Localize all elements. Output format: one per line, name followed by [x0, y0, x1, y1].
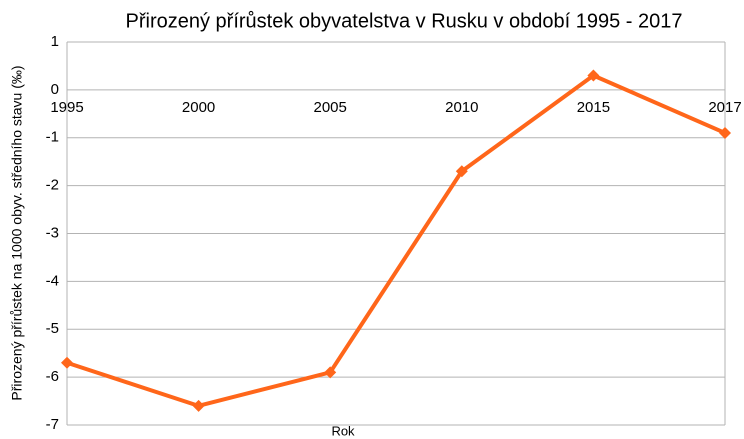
- y-tick-label: -7: [46, 416, 59, 433]
- y-tick-label: 1: [51, 33, 59, 50]
- data-point: [192, 399, 205, 412]
- data-point: [324, 366, 337, 379]
- x-tick-label: 1995: [50, 99, 83, 116]
- y-axis-label: Přirozený přírůstek na 1000 obyv. středn…: [9, 65, 25, 400]
- x-tick-label: 2005: [314, 99, 347, 116]
- x-tick-label: 2000: [182, 99, 215, 116]
- y-tick-label: -1: [46, 129, 59, 146]
- data-point: [587, 69, 600, 82]
- data-point: [719, 126, 731, 139]
- x-tick-label: 2017: [708, 99, 741, 116]
- y-tick-label: -2: [46, 177, 59, 194]
- x-tick-label: 2015: [577, 99, 610, 116]
- y-tick-label: -5: [46, 320, 59, 337]
- x-axis-label: Rok: [331, 423, 355, 438]
- data-line: [66, 73, 726, 408]
- x-tick-label: 2010: [445, 99, 478, 116]
- y-tick-label: -4: [46, 272, 59, 289]
- y-tick-label: -6: [46, 368, 59, 385]
- chart-title: Přirozený přírůstek obyvatelstva v Rusku…: [126, 10, 683, 32]
- y-tick-label: 0: [51, 81, 59, 98]
- data-point: [455, 165, 468, 178]
- y-tick-label: -3: [46, 224, 59, 241]
- data-point: [61, 356, 73, 369]
